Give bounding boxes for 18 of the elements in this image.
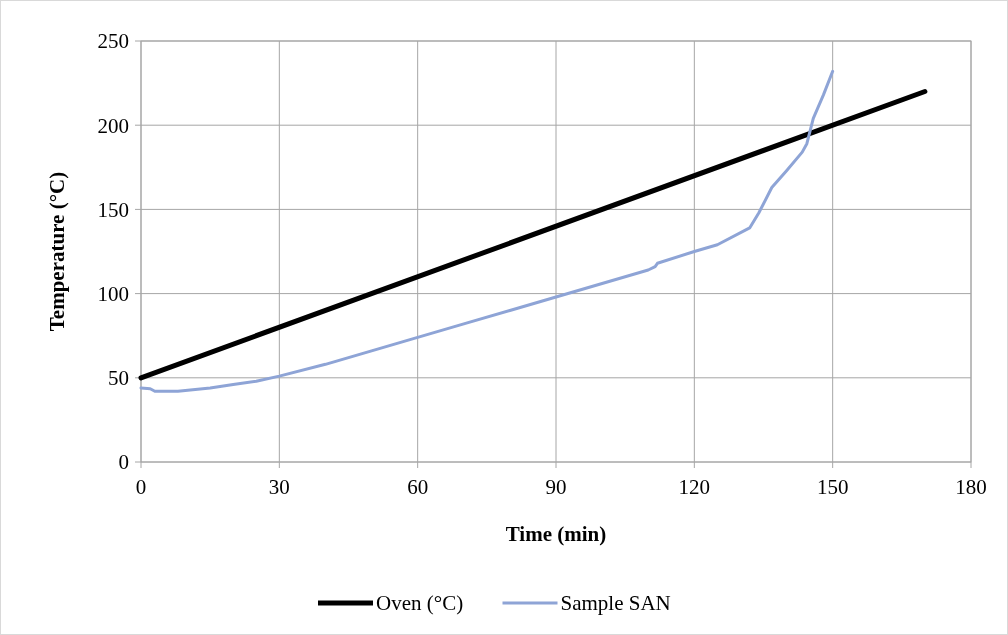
x-tick-label: 30 [268, 475, 290, 499]
x-tick-label: 0 [135, 475, 147, 499]
y-tick-label: 200 [97, 113, 129, 138]
y-axis-title: Temperature (°C) [45, 171, 69, 332]
x-tick-label: 120 [678, 475, 711, 499]
y-tick-label: 0 [118, 450, 129, 475]
legend-label: Oven (°C) [376, 591, 464, 616]
y-tick-label: 100 [97, 281, 129, 306]
x-tick-label: 60 [407, 475, 429, 499]
line-series [139, 69, 835, 393]
legend-label: Sample SAN [560, 591, 671, 616]
x-axis-title: Time (min) [505, 522, 607, 546]
x-tick-label: 90 [545, 475, 567, 499]
y-tick-label: 250 [97, 29, 129, 54]
x-tick-label: 180 [955, 475, 987, 499]
x-tick-label: 150 [816, 475, 849, 499]
y-tick-label: 50 [108, 366, 129, 391]
y-tick-label: 150 [97, 197, 129, 222]
